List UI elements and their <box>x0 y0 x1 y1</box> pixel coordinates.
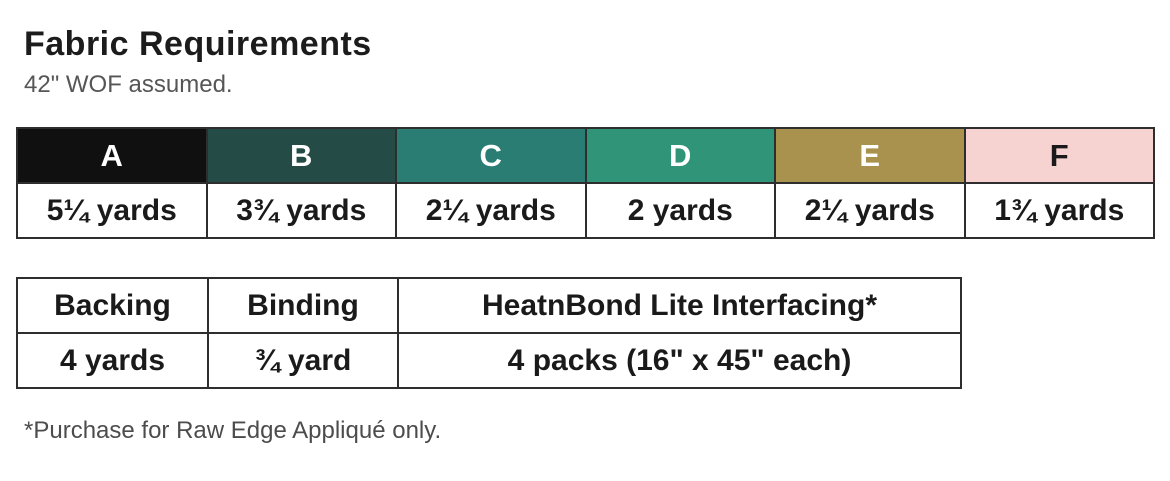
fabric-yardage-c: 2¼ yards <box>395 182 587 239</box>
fabric-column-header-f: F <box>963 127 1155 184</box>
extras-header-row: Backing Binding HeatnBond Lite Interfaci… <box>16 277 962 334</box>
fabric-requirements-table: A B C D E F 5¼ yards 3¾ yards 2¼ yards 2… <box>16 127 1155 239</box>
extras-header-backing: Backing <box>16 277 209 334</box>
extras-value-binding: ¾ yard <box>207 332 399 389</box>
fabric-header-row: A B C D E F <box>16 127 1155 184</box>
fabric-yardage-row: 5¼ yards 3¾ yards 2¼ yards 2 yards 2¼ ya… <box>16 182 1155 239</box>
fabric-column-header-e: E <box>774 127 966 184</box>
extras-table: Backing Binding HeatnBond Lite Interfaci… <box>16 277 962 389</box>
extras-value-backing: 4 yards <box>16 332 209 389</box>
extras-header-binding: Binding <box>207 277 399 334</box>
fabric-column-header-d: D <box>584 127 776 184</box>
fabric-column-header-c: C <box>395 127 587 184</box>
fabric-yardage-f: 1¾ yards <box>963 182 1155 239</box>
fabric-column-header-a: A <box>16 127 208 184</box>
fabric-yardage-e: 2¼ yards <box>774 182 966 239</box>
fabric-column-header-b: B <box>205 127 397 184</box>
footnote: *Purchase for Raw Edge Appliqué only. <box>24 417 442 444</box>
extras-value-interfacing: 4 packs (16" x 45" each) <box>397 332 962 389</box>
extras-header-interfacing: HeatnBond Lite Interfacing* <box>397 277 962 334</box>
page-title: Fabric Requirements <box>24 25 372 63</box>
fabric-yardage-b: 3¾ yards <box>205 182 397 239</box>
extras-value-row: 4 yards ¾ yard 4 packs (16" x 45" each) <box>16 332 962 389</box>
fabric-yardage-d: 2 yards <box>584 182 776 239</box>
page-subtitle: 42" WOF assumed. <box>24 71 233 98</box>
fabric-yardage-a: 5¼ yards <box>16 182 208 239</box>
